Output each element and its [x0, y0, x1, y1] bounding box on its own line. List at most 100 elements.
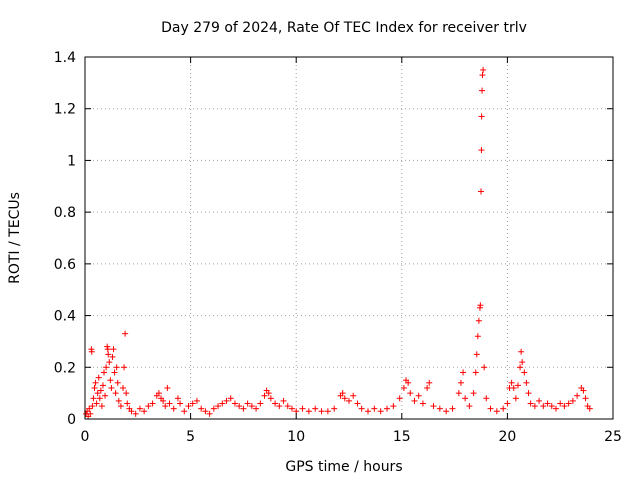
data-point — [267, 395, 274, 402]
y-tick-label: 0 — [67, 412, 76, 428]
data-point — [210, 405, 217, 412]
data-point — [219, 400, 226, 407]
data-point — [544, 400, 551, 407]
data-point — [193, 397, 200, 404]
data-point — [141, 408, 148, 415]
data-point — [487, 405, 494, 412]
data-point — [160, 397, 167, 404]
data-point — [331, 405, 338, 412]
data-point — [481, 364, 488, 371]
data-point — [104, 343, 111, 350]
data-point — [215, 403, 222, 410]
data-point — [415, 392, 422, 399]
data-point — [248, 403, 255, 410]
data-point — [198, 405, 205, 412]
data-point — [472, 369, 479, 376]
data-point — [136, 405, 143, 412]
data-point — [91, 384, 98, 391]
data-point — [371, 405, 378, 412]
data-point — [312, 405, 319, 412]
y-tick-label: 1.2 — [54, 102, 76, 118]
data-point — [162, 403, 169, 410]
x-tick-label: 15 — [393, 429, 411, 445]
data-point — [478, 113, 485, 120]
data-point — [257, 400, 264, 407]
data-point — [586, 405, 593, 412]
data-point — [103, 364, 110, 371]
data-point — [280, 397, 287, 404]
data-point — [105, 351, 112, 358]
data-point — [104, 346, 111, 353]
data-point — [479, 72, 486, 79]
data-point — [109, 353, 116, 360]
y-tick-label: 1.4 — [54, 50, 76, 66]
data-point — [443, 408, 450, 415]
data-point — [117, 403, 124, 410]
data-point — [185, 403, 192, 410]
data-point — [466, 403, 473, 410]
data-point — [493, 408, 500, 415]
data-point — [95, 374, 102, 381]
data-point — [580, 387, 587, 394]
axis-ticks: 0 5 10 15 20 25 0 0.2 0.4 0.6 0.8 1 1.2 1.4 — [54, 50, 622, 445]
data-point — [261, 392, 268, 399]
data-point — [510, 384, 517, 391]
data-point — [108, 384, 115, 391]
y-tick-label: 0.6 — [54, 257, 76, 273]
data-point — [97, 387, 104, 394]
grid — [85, 57, 613, 419]
data-point — [582, 395, 589, 402]
data-point — [477, 302, 484, 309]
data-point — [299, 405, 306, 412]
data-point — [405, 379, 412, 386]
data-point — [120, 384, 127, 391]
data-point — [419, 400, 426, 407]
data-point — [400, 384, 407, 391]
data-point — [518, 348, 525, 355]
data-point — [523, 379, 530, 386]
data-point — [346, 397, 352, 404]
data-point — [358, 405, 365, 412]
data-point — [174, 395, 181, 402]
data-point — [90, 395, 97, 402]
data-point — [455, 390, 462, 397]
data-point — [390, 403, 397, 410]
data-point — [574, 392, 581, 399]
data-point — [462, 395, 469, 402]
data-point — [475, 317, 482, 324]
data-point — [86, 405, 93, 412]
data-point — [436, 405, 443, 412]
y-tick-label: 0.8 — [54, 205, 76, 221]
data-point — [504, 400, 511, 407]
data-point — [128, 408, 135, 415]
data-point — [508, 379, 515, 386]
data-point — [93, 400, 100, 407]
data-point — [170, 405, 177, 412]
data-point — [531, 403, 538, 410]
data-point — [101, 369, 108, 376]
data-point — [177, 400, 184, 407]
plot-frame — [84, 56, 614, 420]
y-tick-label: 0.4 — [54, 309, 76, 325]
x-tick-label: 25 — [604, 429, 622, 445]
data-point — [430, 403, 437, 410]
data-point — [92, 379, 99, 386]
data-point — [396, 395, 403, 402]
data-point — [411, 397, 418, 404]
chart-title: Day 279 of 2024, Rate Of TEC Index for r… — [161, 20, 527, 36]
data-point — [354, 400, 361, 407]
data-point — [350, 392, 357, 399]
data-point — [565, 400, 572, 407]
data-point — [377, 408, 384, 415]
data-point — [514, 382, 521, 389]
data-point — [94, 390, 101, 397]
data-point — [240, 405, 247, 412]
data-point — [132, 410, 139, 417]
data-point — [89, 403, 96, 410]
data-point — [478, 147, 485, 154]
data-point — [98, 403, 105, 410]
data-point — [114, 379, 121, 386]
data-point — [149, 400, 156, 407]
data-point — [288, 405, 295, 412]
